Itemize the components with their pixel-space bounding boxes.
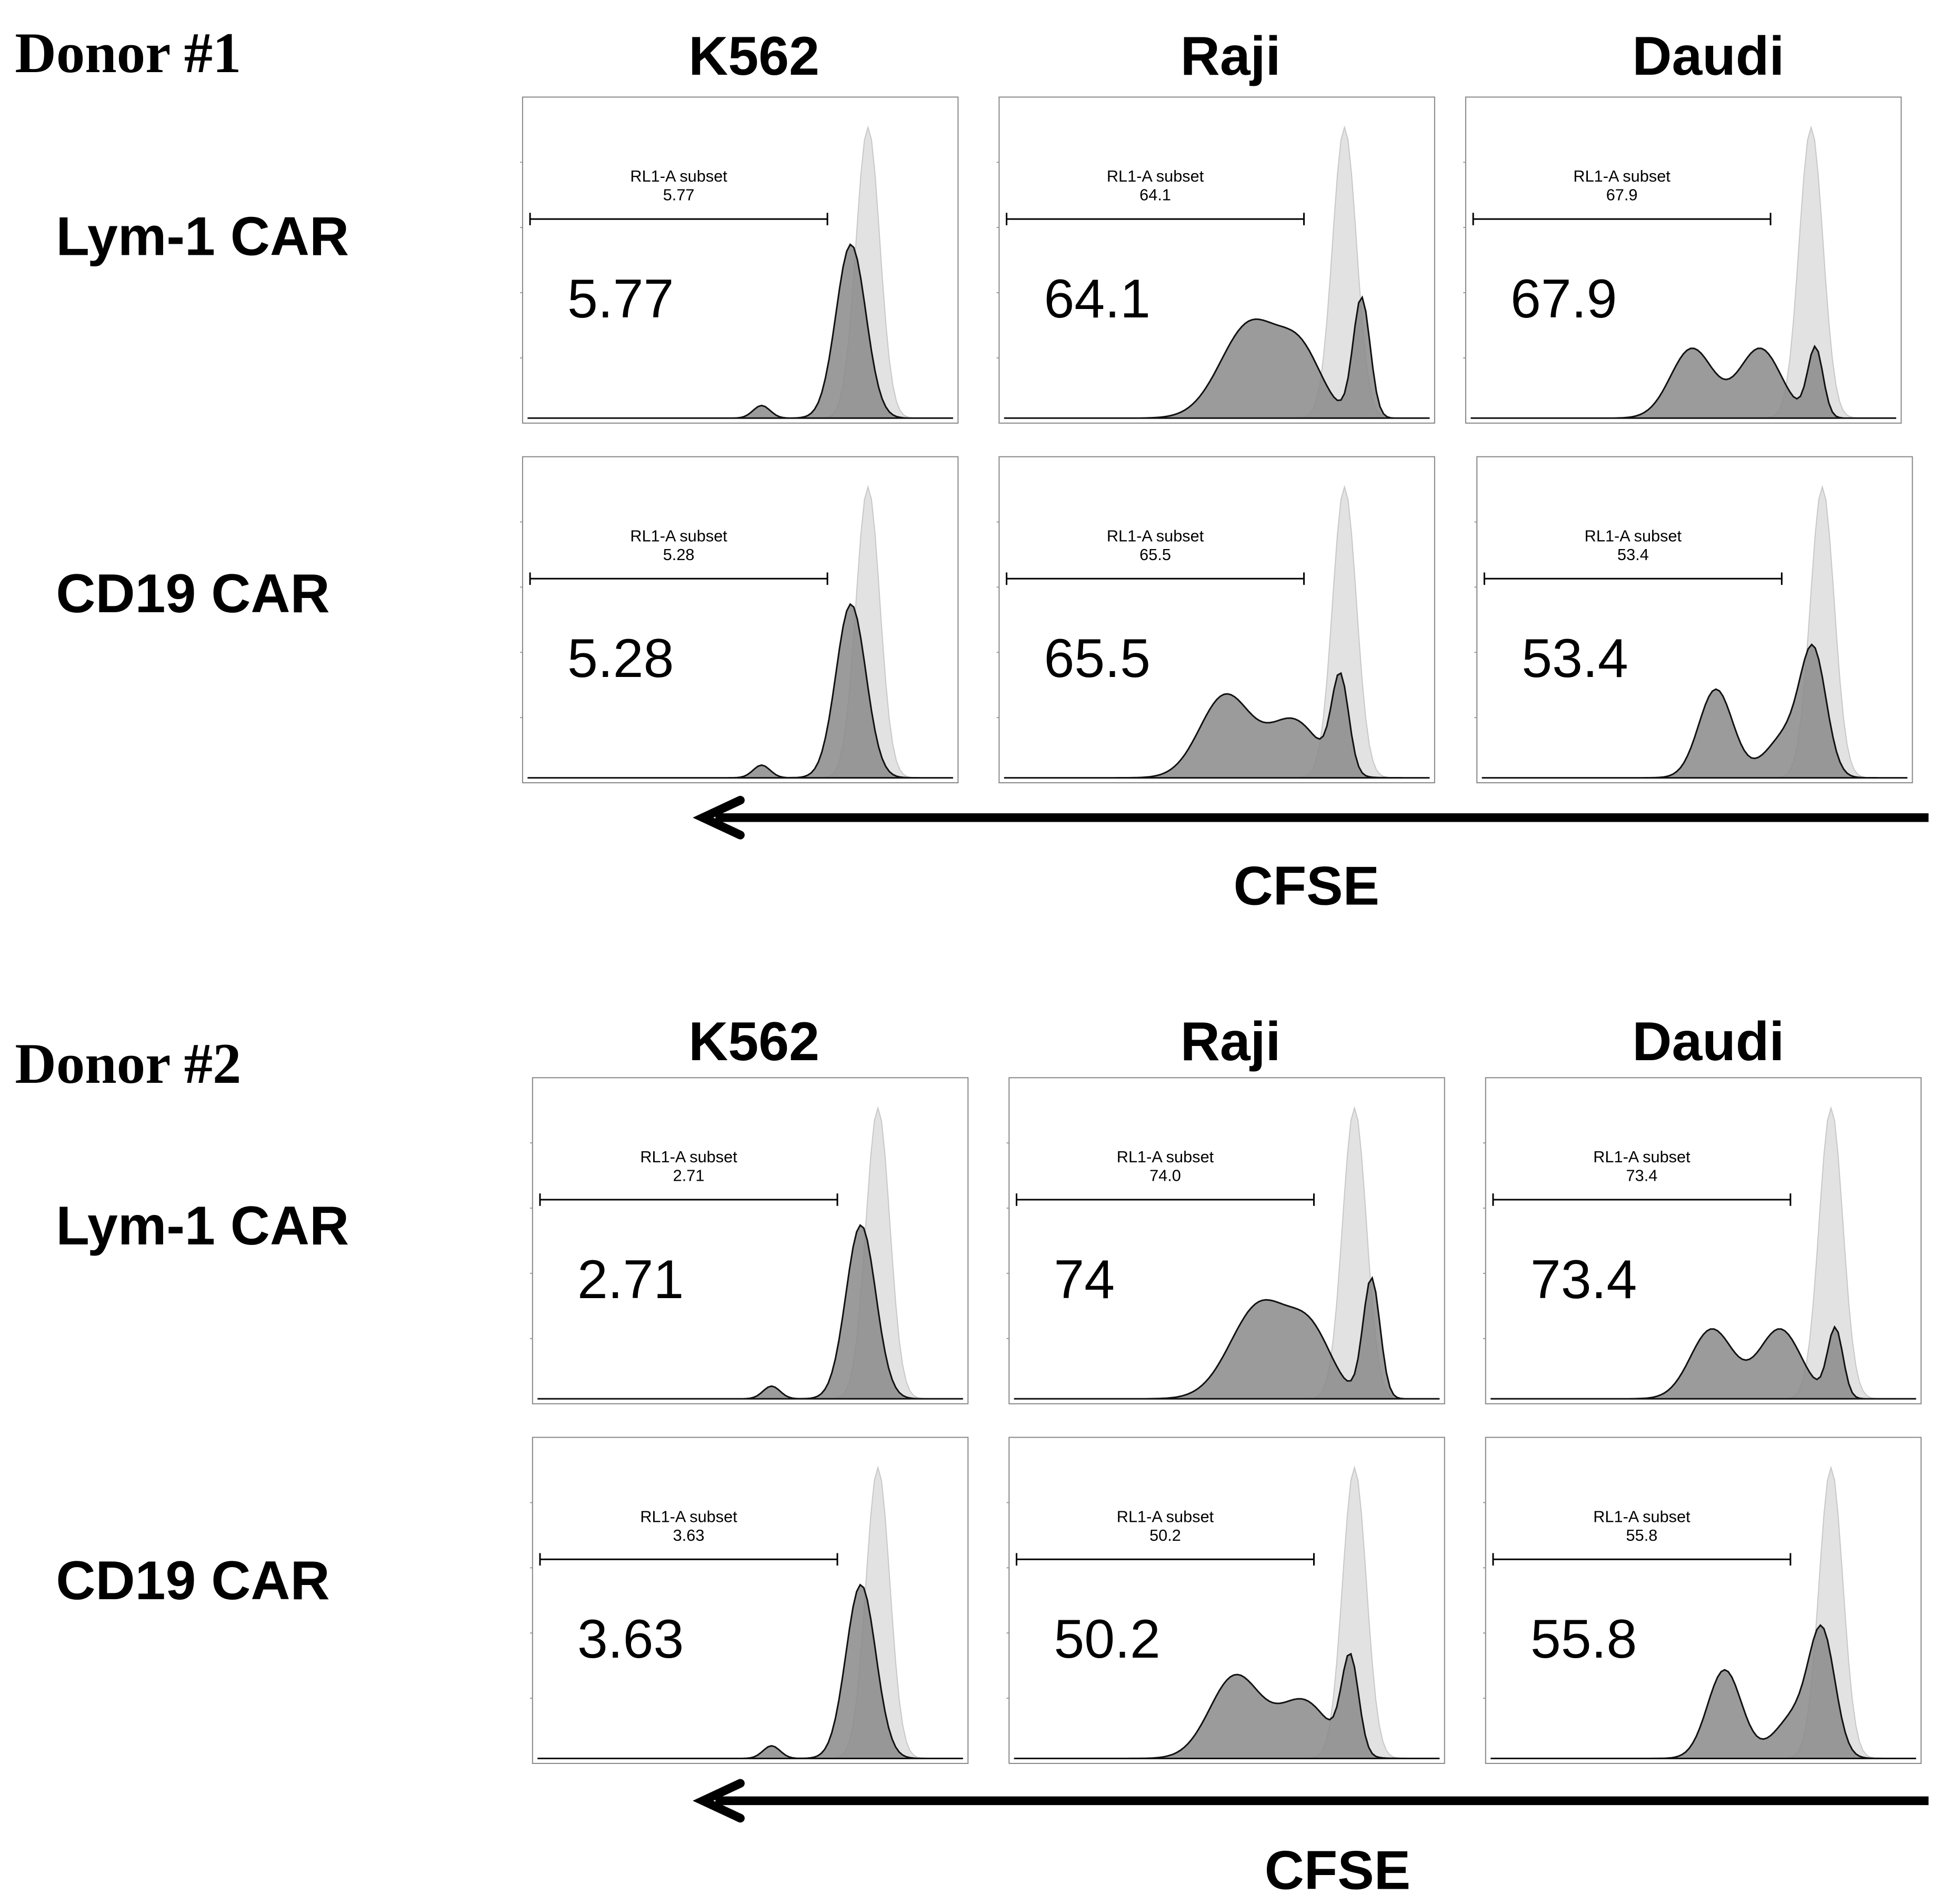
gate-value: 3.63	[673, 1526, 705, 1544]
gate-label: RL1-A subset	[1585, 526, 1682, 545]
donor-block: Donor #1 K562 Raji Daudi Lym-1 CAR CD19 CAR RL…	[15, 21, 1929, 917]
x-axis-label: CFSE	[1234, 856, 1379, 917]
gate-label: RL1-A subset	[1107, 167, 1204, 185]
panel-frame	[532, 1437, 969, 1764]
gate-label: RL1-A subset	[640, 1507, 737, 1526]
percent-value: 73.4	[1530, 1249, 1637, 1310]
percent-value: 55.8	[1530, 1609, 1637, 1670]
gate-value: 5.77	[663, 186, 695, 204]
panel-frame	[1485, 1437, 1922, 1764]
stimulated-histogram	[1014, 1652, 1440, 1759]
gate-value: 65.5	[1139, 545, 1171, 564]
gate-value: 73.4	[1626, 1167, 1658, 1185]
gate-label: RL1-A subset	[1117, 1507, 1214, 1526]
column-header: Daudi	[1632, 26, 1784, 87]
row-label: CD19 CAR	[56, 1550, 329, 1611]
percent-value: 50.2	[1054, 1609, 1160, 1670]
stimulated-histogram	[1490, 1325, 1916, 1400]
stimulated-histogram	[527, 603, 953, 779]
stimulated-histogram	[1490, 1624, 1916, 1759]
gate-label: RL1-A subset	[1573, 167, 1670, 185]
column-header: K562	[688, 1011, 819, 1072]
gate-label: RL1-A subset	[1593, 1148, 1690, 1166]
cfse-arrow-head	[693, 1779, 745, 1823]
percent-value: 3.63	[577, 1609, 684, 1670]
gate-value: 74.0	[1149, 1167, 1181, 1185]
column-header: K562	[688, 26, 819, 87]
row-label: Lym-1 CAR	[56, 1195, 349, 1257]
gate-label: RL1-A subset	[1593, 1507, 1690, 1526]
percent-value: 74	[1054, 1249, 1115, 1310]
percent-value: 2.71	[577, 1249, 684, 1310]
percent-value: 5.77	[567, 268, 674, 330]
stimulated-histogram	[1482, 643, 1908, 779]
gate-label: RL1-A subset	[1117, 1148, 1214, 1166]
gate-value: 53.4	[1617, 545, 1649, 564]
gate-value: 2.71	[673, 1167, 705, 1185]
stimulated-histogram	[1004, 672, 1430, 779]
gate-value: 5.28	[663, 545, 695, 564]
gate-label: RL1-A subset	[1107, 526, 1204, 545]
panel-frame	[522, 456, 959, 784]
percent-value: 67.9	[1510, 268, 1617, 330]
stimulated-histogram	[527, 243, 953, 419]
row-label: Lym-1 CAR	[56, 206, 349, 267]
panel-frame	[1476, 456, 1913, 784]
donor-block: Donor #2 K562 Raji Daudi Lym-1 CAR CD19 CAR RL…	[15, 1011, 1929, 1901]
column-header: Raji	[1180, 1011, 1281, 1072]
cfse-arrow-head	[693, 795, 745, 840]
percent-value: 65.5	[1044, 628, 1150, 689]
gate-label: RL1-A subset	[630, 167, 727, 185]
gate-label: RL1-A subset	[640, 1148, 737, 1166]
percent-value: 53.4	[1522, 628, 1628, 689]
panel-frame	[532, 1077, 969, 1404]
gate-value: 67.9	[1606, 186, 1638, 204]
row-label: CD19 CAR	[56, 563, 329, 624]
stimulated-histogram	[537, 1224, 963, 1400]
panel-frame	[522, 96, 959, 424]
donor-title: Donor #2	[15, 1032, 241, 1095]
gate-value: 50.2	[1149, 1526, 1181, 1544]
stimulated-histogram	[1004, 295, 1430, 419]
stimulated-histogram	[537, 1583, 963, 1759]
percent-value: 64.1	[1044, 268, 1150, 330]
x-axis-label: CFSE	[1265, 1840, 1410, 1901]
stimulated-histogram	[1470, 344, 1896, 419]
percent-value: 5.28	[567, 628, 674, 689]
gate-label: RL1-A subset	[630, 526, 727, 545]
donor-title: Donor #1	[15, 21, 241, 85]
column-header: Daudi	[1632, 1011, 1784, 1072]
column-header: Raji	[1180, 26, 1281, 87]
gate-value: 64.1	[1139, 186, 1171, 204]
gate-value: 55.8	[1626, 1526, 1658, 1544]
stimulated-histogram	[1014, 1276, 1440, 1400]
